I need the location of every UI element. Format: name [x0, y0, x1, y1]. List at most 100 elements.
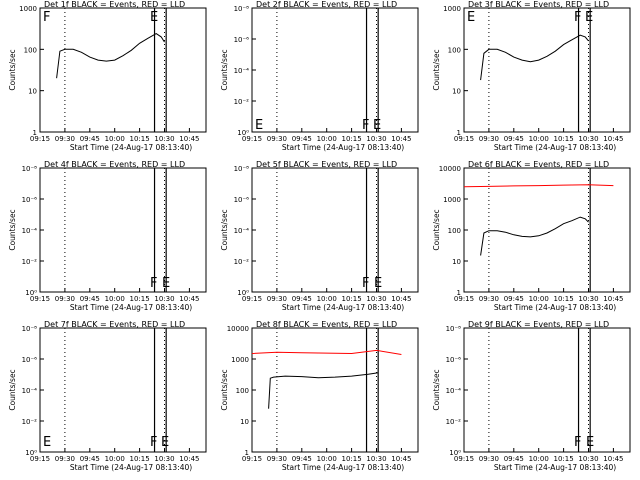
panel-det-2f: Det 2f BLACK = Events, RED = LLD 10⁰ 10⁻² 1… [220, 0, 419, 152]
x-tick-label: 09:30 [479, 295, 499, 303]
x-tick-label: 09:30 [479, 455, 499, 463]
y-axis-label: Counts/sec [432, 49, 441, 90]
x-tick-label: 10:45 [603, 295, 623, 303]
x-axis-label: Start Time (24-Aug-17 08:13:40) [70, 143, 192, 152]
x-tick-label: 09:15 [454, 135, 474, 143]
x-tick-label: 09:45 [292, 455, 312, 463]
panel-det-6f: Det 6f BLACK = Events, RED = LLD 1 10 100 10… [432, 160, 631, 312]
x-axis-label: Start Time (24-Aug-17 08:13:40) [494, 303, 616, 312]
y-tick-label: 100 [24, 46, 37, 54]
x-tick-label: 09:30 [267, 135, 287, 143]
x-tick-label: 10:00 [529, 295, 549, 303]
y-axis-label: Counts/sec [220, 49, 229, 90]
panel-det-1f: Det 1f BLACK = Events, RED = LLD 1 10 100 10… [8, 0, 207, 152]
x-tick-label: 10:45 [179, 135, 199, 143]
y-axis-label: Counts/sec [8, 369, 17, 410]
y-tick-label: 10⁻⁸ [234, 5, 250, 13]
y-tick-label: 1 [457, 129, 461, 137]
x-tick-label: 09:30 [55, 135, 75, 143]
x-axis-label: Start Time (24-Aug-17 08:13:40) [282, 303, 404, 312]
y-tick-label: 10⁻² [446, 418, 462, 426]
plot-frame [463, 7, 631, 133]
y-tick-label: 10⁰ [237, 289, 249, 297]
x-tick-label: 09:15 [30, 455, 50, 463]
x-tick-label: 10:00 [105, 135, 125, 143]
panel-title: Det 1f BLACK = Events, RED = LLD [44, 0, 185, 9]
y-tick-label: 10⁰ [25, 449, 37, 457]
y-tick-label: 1 [245, 449, 249, 457]
flag-letter: E [467, 10, 475, 25]
y-tick-label: 10⁻⁶ [446, 356, 462, 364]
x-tick-label: 10:15 [554, 295, 574, 303]
panel-title: Det 2f BLACK = Events, RED = LLD [256, 0, 397, 9]
y-tick-label: 10 [28, 88, 37, 96]
x-tick-label: 09:15 [30, 135, 50, 143]
x-axis-label: Start Time (24-Aug-17 08:13:40) [282, 463, 404, 472]
x-tick-label: 10:30 [366, 455, 386, 463]
x-tick-label: 10:30 [154, 295, 174, 303]
y-tick-label: 10⁻² [22, 418, 38, 426]
x-tick-label: 10:30 [578, 135, 598, 143]
flag-letter: E [586, 435, 594, 450]
x-tick-label: 10:30 [578, 295, 598, 303]
x-tick-label: 10:00 [529, 455, 549, 463]
y-axis-label: Counts/sec [8, 49, 17, 90]
x-tick-label: 09:45 [504, 135, 524, 143]
x-tick-label: 10:00 [317, 455, 337, 463]
panel-title: Det 9f BLACK = Events, RED = LLD [468, 320, 609, 329]
x-axis-label: Start Time (24-Aug-17 08:13:40) [282, 143, 404, 152]
plot-frame [251, 7, 419, 133]
x-tick-label: 09:15 [242, 135, 262, 143]
panel-det-3f: Det 3f BLACK = Events, RED = LLD 1 10 100 10… [432, 0, 631, 152]
y-tick-label: 10⁰ [25, 289, 37, 297]
x-tick-label: 10:30 [154, 455, 174, 463]
x-tick-label: 10:00 [529, 135, 549, 143]
x-tick-label: 09:15 [454, 455, 474, 463]
flag-letter: F [150, 276, 157, 291]
flag-letter: F [574, 10, 581, 25]
plot-frame [39, 167, 207, 293]
flag-letter: E [162, 276, 170, 291]
x-tick-label: 10:45 [179, 455, 199, 463]
flag-letter: F [43, 10, 50, 25]
panel-title: Det 7f BLACK = Events, RED = LLD [44, 320, 185, 329]
panel-det-5f: Det 5f BLACK = Events, RED = LLD 10⁰ 10⁻² 1… [220, 160, 419, 312]
x-tick-label: 09:15 [242, 455, 262, 463]
y-tick-label: 10⁻⁸ [446, 325, 462, 333]
y-tick-label: 10⁻⁸ [234, 165, 250, 173]
y-tick-label: 10⁻² [234, 258, 250, 266]
y-tick-label: 10⁻⁸ [22, 325, 38, 333]
y-tick-label: 10 [452, 88, 461, 96]
y-tick-label: 100 [448, 227, 461, 235]
x-tick-label: 09:15 [30, 295, 50, 303]
y-tick-label: 10⁻⁴ [22, 387, 38, 395]
x-tick-label: 10:30 [366, 135, 386, 143]
series-line-events [480, 216, 589, 256]
y-tick-label: 100 [236, 387, 249, 395]
y-tick-label: 10⁻⁶ [234, 36, 250, 44]
panel-det-8f: Det 8f BLACK = Events, RED = LLD 1 10 100 10… [220, 320, 419, 472]
y-tick-label: 10⁻⁴ [234, 67, 250, 75]
series-line-events [56, 33, 165, 79]
x-tick-label: 10:30 [154, 135, 174, 143]
y-tick-label: 10⁻⁶ [22, 356, 38, 364]
x-tick-label: 10:15 [130, 135, 150, 143]
x-tick-label: 10:15 [342, 455, 362, 463]
y-tick-label: 1000 [443, 196, 461, 204]
panel-title: Det 4f BLACK = Events, RED = LLD [44, 160, 185, 169]
y-tick-label: 10⁻⁴ [446, 387, 462, 395]
x-tick-label: 10:15 [554, 135, 574, 143]
x-tick-label: 09:30 [267, 455, 287, 463]
x-tick-label: 09:15 [454, 295, 474, 303]
x-tick-label: 09:45 [504, 455, 524, 463]
x-axis-label: Start Time (24-Aug-17 08:13:40) [494, 463, 616, 472]
y-axis-label: Counts/sec [432, 209, 441, 250]
x-tick-label: 10:00 [317, 135, 337, 143]
x-tick-label: 10:45 [391, 135, 411, 143]
y-tick-label: 10⁻² [22, 258, 38, 266]
y-tick-label: 10 [452, 258, 461, 266]
x-tick-label: 10:15 [130, 295, 150, 303]
flag-letter: E [374, 276, 382, 291]
y-tick-label: 10 [240, 418, 249, 426]
